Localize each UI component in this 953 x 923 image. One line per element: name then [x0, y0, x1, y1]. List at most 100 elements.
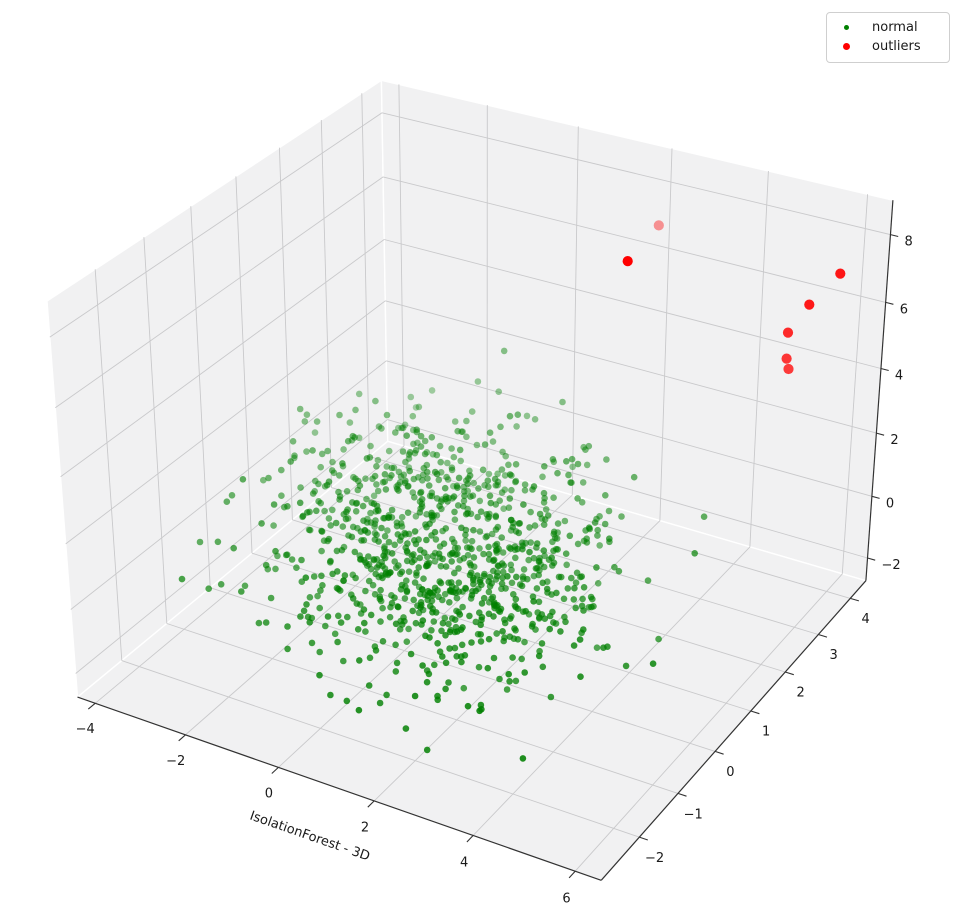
normal-point [316, 604, 324, 612]
x-tick-label: −2 [166, 754, 185, 769]
normal-point [404, 509, 412, 516]
normal-point [499, 448, 506, 456]
normal-point [505, 504, 513, 512]
normal-point [573, 569, 581, 577]
z-tick-label: 0 [886, 496, 894, 511]
y-gridline [320, 119, 332, 488]
normal-point [436, 502, 443, 510]
normal-point [464, 510, 471, 517]
normal-point [306, 594, 314, 601]
normal-point [356, 482, 364, 490]
normal-point [428, 512, 435, 519]
normal-point [505, 670, 512, 678]
normal-point [655, 635, 662, 643]
normal-point [375, 507, 382, 515]
normal-point [293, 564, 300, 571]
z-gridline [49, 112, 383, 338]
normal-point [535, 571, 542, 579]
normal-point [419, 477, 426, 484]
normal-point [441, 484, 449, 492]
normal-point [372, 517, 379, 524]
y-axis-line [600, 580, 867, 881]
normal-point [475, 485, 482, 492]
normal-point [339, 523, 347, 530]
normal-point [541, 463, 548, 470]
normal-point [450, 539, 458, 546]
normal-point [391, 594, 398, 601]
normal-point [476, 497, 484, 505]
normal-point [512, 677, 520, 685]
normal-point [419, 662, 426, 669]
normal-point [477, 621, 485, 629]
legend-marker-normal-icon [843, 25, 849, 30]
normal-point [462, 537, 470, 544]
normal-point [544, 512, 552, 519]
normal-point [338, 546, 346, 554]
normal-point [373, 502, 381, 510]
normal-point [459, 603, 466, 611]
normal-point [365, 682, 373, 689]
normal-point [428, 434, 436, 441]
normal-point [428, 387, 436, 394]
y-gridline [235, 176, 253, 554]
normal-point [423, 678, 431, 686]
normal-point [355, 706, 363, 714]
normal-point [376, 595, 384, 603]
normal-point [426, 634, 433, 641]
normal-point [472, 618, 480, 626]
normal-point [283, 551, 291, 558]
scatter-normal [178, 347, 708, 762]
normal-point [547, 693, 555, 701]
normal-point [492, 501, 500, 508]
normal-point [526, 548, 533, 556]
normal-point [402, 725, 410, 732]
z-tick-label: 4 [895, 369, 903, 384]
normal-point [485, 543, 492, 551]
normal-point [373, 556, 381, 563]
normal-point [470, 576, 477, 584]
normal-point [477, 576, 484, 584]
normal-point [385, 538, 393, 546]
normal-point [372, 570, 380, 578]
normal-point [514, 411, 522, 419]
tick-mark [818, 633, 828, 638]
normal-point [329, 506, 336, 514]
normal-point [339, 460, 346, 467]
normal-point [491, 475, 499, 483]
y-gridline [331, 487, 819, 635]
normal-point [460, 684, 468, 692]
normal-point [393, 659, 401, 667]
normal-point [348, 533, 356, 541]
normal-point [585, 442, 593, 450]
normal-point [380, 514, 387, 522]
normal-point [550, 528, 558, 536]
normal-point [553, 589, 560, 597]
normal-point [512, 595, 520, 603]
normal-point [410, 475, 418, 483]
normal-point [447, 551, 454, 558]
normal-point [489, 438, 497, 445]
normal-point [550, 559, 558, 567]
normal-point [262, 619, 270, 626]
normal-point [542, 506, 550, 513]
normal-point [399, 448, 407, 455]
normal-point [518, 655, 525, 663]
normal-point [406, 449, 414, 456]
normal-point [480, 572, 488, 580]
normal-point [451, 508, 458, 516]
normal-point [506, 615, 514, 622]
normal-point [362, 559, 369, 566]
normal-point [388, 472, 395, 479]
normal-point [523, 412, 531, 420]
normal-point [479, 466, 487, 474]
normal-point [409, 607, 417, 615]
normal-point [304, 509, 311, 516]
normal-point [512, 478, 519, 486]
normal-point [583, 461, 591, 469]
normal-point [508, 566, 515, 574]
normal-point [441, 614, 449, 622]
normal-point [604, 643, 611, 650]
normal-point [429, 552, 437, 560]
normal-point [272, 547, 279, 555]
normal-point [455, 474, 463, 482]
